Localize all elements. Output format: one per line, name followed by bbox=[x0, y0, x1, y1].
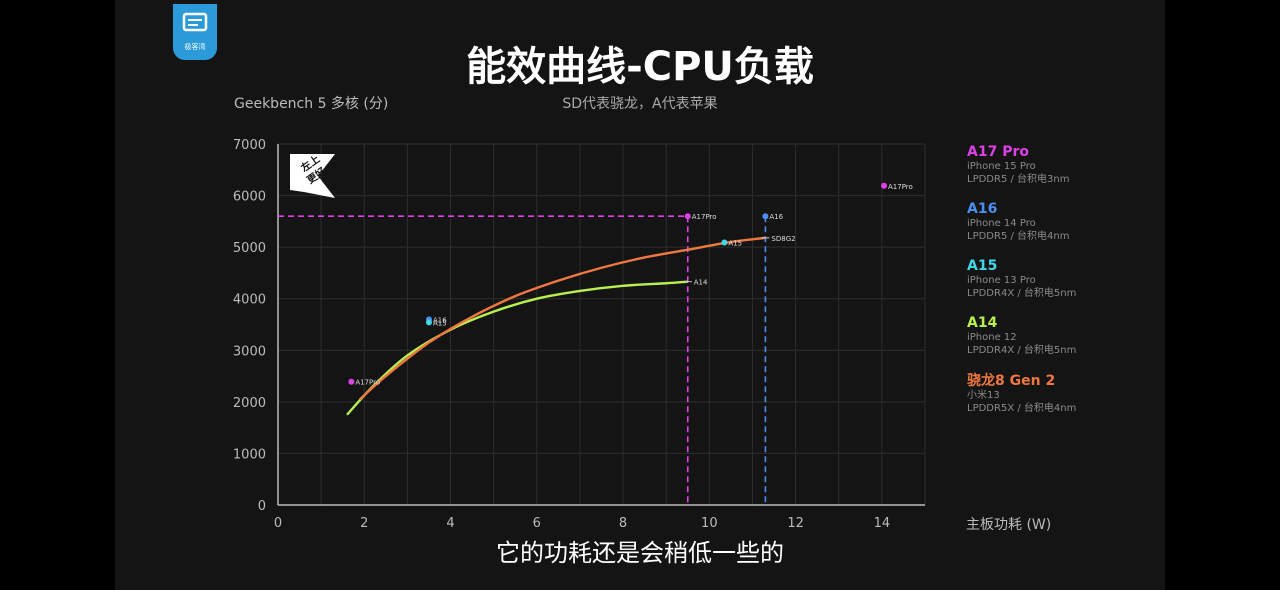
legend-memory: LPDDR4X / 台积电5nm bbox=[967, 345, 1077, 356]
data-point-label: A17Pro bbox=[692, 213, 717, 221]
x-tick-label: 6 bbox=[533, 516, 541, 531]
monitor-icon bbox=[182, 12, 208, 32]
data-point-label: A15 bbox=[728, 240, 742, 248]
y-tick-label: 0 bbox=[258, 499, 266, 514]
legend-item: A14 iPhone 12 LPDDR4X / 台积电5nm bbox=[967, 315, 1076, 357]
legend-chip-name: A15 bbox=[967, 258, 998, 274]
legend-memory: LPDDR5X / 台积电4nm bbox=[967, 403, 1077, 414]
x-tick-label: 8 bbox=[619, 516, 627, 531]
y-tick-label: 7000 bbox=[233, 138, 266, 153]
y-tick-label: 6000 bbox=[233, 190, 266, 205]
data-point bbox=[348, 378, 355, 385]
channel-logo: 极客湾 bbox=[173, 4, 217, 60]
legend-item: A17 Pro iPhone 15 Pro LPDDR5 / 台积电3nm bbox=[967, 144, 1069, 186]
data-point-label: A16 bbox=[433, 316, 447, 324]
series-end-label: A14 bbox=[694, 279, 708, 287]
x-tick-label: 0 bbox=[274, 516, 282, 531]
better-corner-badge: 左上 更好 bbox=[290, 152, 335, 198]
legend-chip-name: A16 bbox=[967, 201, 998, 217]
y-tick-label: 4000 bbox=[233, 293, 266, 308]
legend-chip-name: 骁龙8 Gen 2 bbox=[967, 373, 1056, 389]
data-point-label: A16 bbox=[769, 213, 783, 221]
data-point bbox=[881, 182, 888, 189]
data-point bbox=[684, 213, 691, 220]
x-tick-label: 4 bbox=[446, 516, 454, 531]
x-tick-label: 12 bbox=[787, 516, 804, 531]
legend-chip-name: A17 Pro bbox=[967, 144, 1029, 160]
chart-title: 能效曲线-CPU负载 bbox=[466, 44, 814, 90]
legend-device: iPhone 12 bbox=[967, 332, 1017, 343]
data-point-label: A17Pro bbox=[355, 379, 380, 387]
y-tick-label: 5000 bbox=[233, 241, 266, 256]
legend-device: 小米13 bbox=[967, 390, 1000, 401]
legend-memory: LPDDR4X / 台积电5nm bbox=[967, 288, 1077, 299]
legend-item: A16 iPhone 14 Pro LPDDR5 / 台积电4nm bbox=[967, 201, 1069, 243]
legend-chip-name: A14 bbox=[967, 315, 998, 331]
series-line bbox=[359, 236, 766, 401]
y-tick-label: 2000 bbox=[233, 396, 266, 411]
logo-text: 极客湾 bbox=[184, 43, 206, 51]
data-point-label: A15 bbox=[433, 319, 447, 327]
y-tick-label: 3000 bbox=[233, 344, 266, 359]
y-axis-label: Geekbench 5 多核 (分) bbox=[234, 96, 389, 112]
x-axis-label: 主板功耗 (W) bbox=[966, 517, 1052, 533]
chart-subtitle: SD代表骁龙，A代表苹果 bbox=[562, 96, 718, 112]
data-point bbox=[425, 319, 432, 326]
x-tick-label: 2 bbox=[360, 516, 368, 531]
data-point-label: A17Pro bbox=[888, 183, 913, 191]
x-tick-label: 10 bbox=[701, 516, 718, 531]
x-tick-label: 14 bbox=[874, 516, 891, 531]
legend-device: iPhone 14 Pro bbox=[967, 218, 1036, 229]
data-point bbox=[721, 239, 728, 246]
legend-item: A15 iPhone 13 Pro LPDDR4X / 台积电5nm bbox=[967, 258, 1076, 300]
legend-memory: LPDDR5 / 台积电3nm bbox=[967, 174, 1070, 185]
legend-device: iPhone 15 Pro bbox=[967, 161, 1036, 172]
data-point bbox=[762, 213, 769, 220]
legend-device: iPhone 13 Pro bbox=[967, 275, 1036, 286]
series-line bbox=[346, 280, 688, 416]
y-tick-label: 1000 bbox=[233, 447, 266, 462]
legend-item: 骁龙8 Gen 2 小米13 LPDDR5X / 台积电4nm bbox=[967, 373, 1076, 415]
legend-memory: LPDDR5 / 台积电4nm bbox=[967, 231, 1070, 242]
video-subtitle: 它的功耗还是会稍低一些的 bbox=[496, 539, 784, 567]
series-end-label: SD8G2 bbox=[771, 235, 795, 243]
video-frame bbox=[115, 0, 1165, 590]
